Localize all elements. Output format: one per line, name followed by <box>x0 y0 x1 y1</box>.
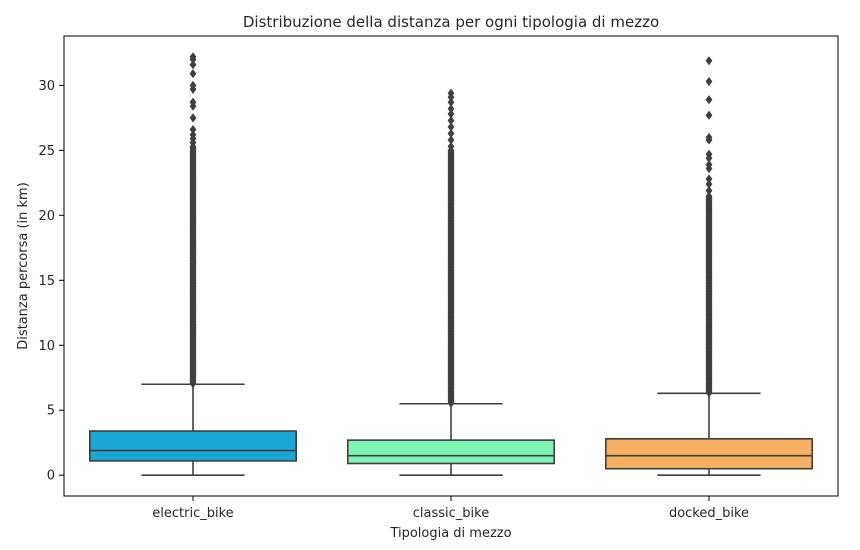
x-axis-label: Tipologia di mezzo <box>389 526 511 541</box>
outlier-point <box>447 109 455 119</box>
outlier-point <box>447 135 455 145</box>
box-electric_bike <box>89 52 297 477</box>
outlier-point <box>705 56 713 66</box>
outlier-point <box>705 179 713 189</box>
outlier-point <box>705 186 713 196</box>
outlier-point <box>447 104 455 114</box>
outlier-point <box>705 110 713 120</box>
outlier-point <box>447 88 455 98</box>
x-axis: electric_bike classic_bike docked_bike <box>152 496 749 521</box>
outlier-point <box>705 95 713 105</box>
y-tick-label: 10 <box>38 339 55 354</box>
chart-title: Distribuzione della distanza per ogni ti… <box>243 13 659 31</box>
outlier-point <box>447 115 455 126</box>
outlier-point <box>705 76 713 87</box>
y-tick-label: 25 <box>38 144 55 159</box>
y-tick-label: 30 <box>38 79 55 94</box>
y-tick-label: 20 <box>38 209 55 224</box>
outlier-point <box>705 191 713 201</box>
outlier-point <box>705 174 713 184</box>
outlier-point <box>189 80 197 90</box>
plot-area <box>89 52 813 477</box>
box-classic_bike <box>346 88 555 477</box>
x-tick-label: docked_bike <box>669 506 749 521</box>
outlier-point <box>189 130 197 140</box>
y-tick-label: 15 <box>38 274 55 289</box>
x-tick-label: classic_bike <box>413 506 489 521</box>
outlier-point <box>447 97 455 107</box>
outlier-point <box>447 141 455 152</box>
iqr-box <box>89 430 297 462</box>
iqr-box <box>346 439 555 465</box>
outlier-point <box>189 69 197 79</box>
iqr-box <box>604 438 813 470</box>
outlier-point <box>705 149 713 159</box>
outlier-point <box>705 160 713 170</box>
y-tick-label: 0 <box>47 469 55 484</box>
outlier-point <box>189 113 197 123</box>
y-axis: 0 5 10 15 20 25 30 <box>38 79 64 484</box>
x-tick-label: electric_bike <box>152 506 233 521</box>
box-docked_bike <box>604 56 813 477</box>
y-axis-label: Distanza percorsa (in km) <box>16 182 31 350</box>
outlier-point <box>447 128 455 139</box>
outlier-point <box>189 59 197 70</box>
plot-frame <box>63 35 839 497</box>
y-tick-label: 5 <box>47 404 55 419</box>
outlier-point <box>447 122 455 132</box>
outlier-point <box>189 97 197 107</box>
outlier-point <box>189 52 197 62</box>
outlier-point <box>189 124 197 135</box>
outlier-point <box>705 132 713 142</box>
